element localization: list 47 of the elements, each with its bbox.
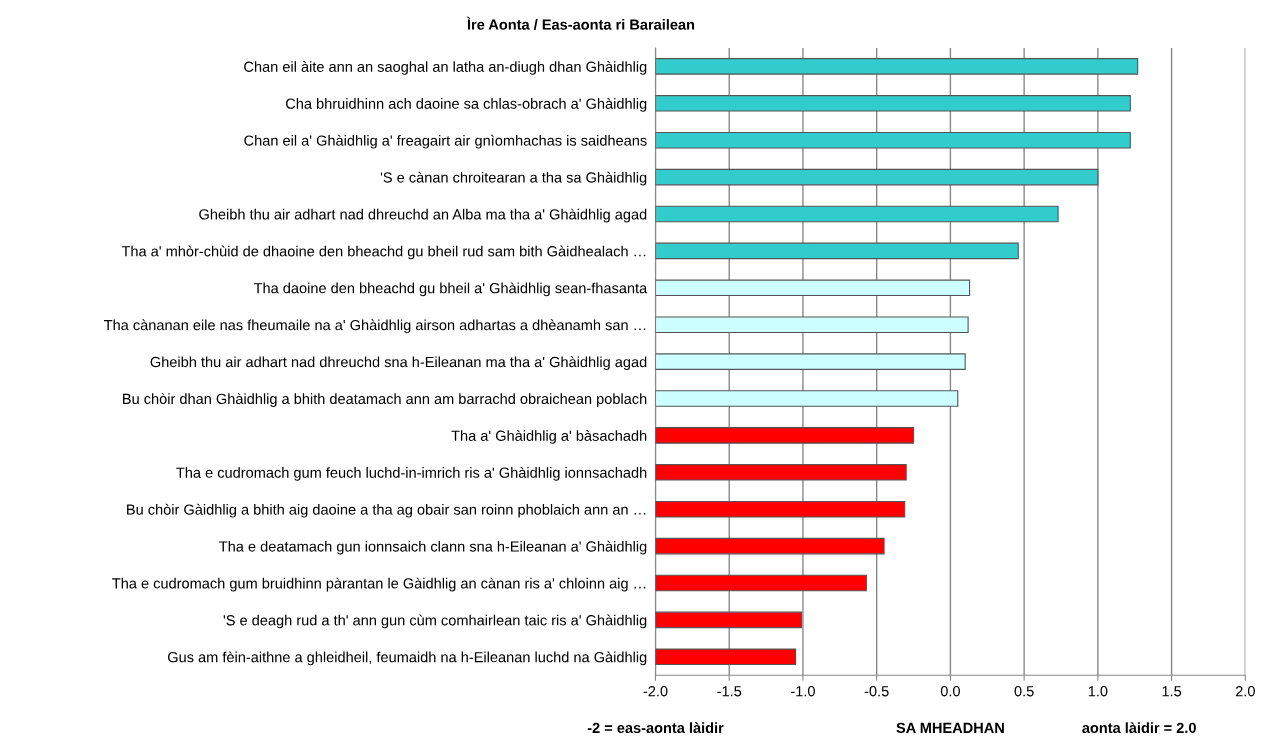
x-tick-label: -1.5 — [717, 686, 742, 697]
y-tick-label: Tha daoine den bheachd gu bheil a' Ghàidhlig sean-fhasanta — [253, 282, 648, 297]
y-tick-label: Tha e cudromach gum feuch luchd-in-imrich ris a' Ghàidhlig ionnsachadh — [176, 466, 647, 481]
y-tick-label: 'S e cànan chroitearan a tha sa Ghàidhlig — [380, 171, 647, 186]
y-tick-label: Gheibh thu air adhart nad dhreuchd an Alba ma tha a' Ghàidhlig agad — [199, 208, 647, 223]
bar — [655, 242, 1019, 260]
bar — [655, 537, 885, 555]
bar — [655, 500, 906, 518]
y-tick-label: Gheibh thu air adhart nad dhreuchd sna h-Eileanan ma tha a' Ghàidhlig agad — [150, 356, 647, 371]
bar — [655, 316, 969, 334]
bar — [655, 390, 959, 407]
y-tick-label: Chan eil a' Ghàidhlig a' freagairt air gnìomhachas is saidheans — [244, 134, 647, 149]
x-tick-label: -2.0 — [643, 686, 668, 697]
bar — [655, 574, 867, 592]
bar — [655, 95, 1131, 112]
y-tick-label: Bu chòir Gàidhlig a bhith aig daoine a tha ag obair san roinn phoblaich ann an … — [127, 503, 646, 518]
bar — [655, 205, 1059, 223]
y-tick-label: Bu chòir dhan Ghàidhlig a bhith deatamach ann am barrachd obraichean poblach — [123, 393, 647, 407]
y-tick-label: Tha e deatamach gun ionnsaich clann sna h-Eileanan a' Ghàidhlig — [219, 540, 647, 555]
y-tick-label: Tha e cudromach gum bruidhinn pàrantan le Gàidhlig an cànan ris a' chloinn aig … — [112, 577, 646, 592]
y-tick-label: Tha a' Ghàidhlig a' bàsachadh — [451, 430, 647, 444]
text: aonta làidir = 2.0 — [1082, 722, 1196, 734]
x-tick-label: 2.0 — [1235, 686, 1255, 697]
text: SA MHEADHAN — [896, 722, 1004, 734]
x-tick-label: 1.5 — [1162, 686, 1182, 697]
bar — [655, 168, 1099, 186]
bar — [655, 648, 797, 666]
x-tick-label: -0.5 — [864, 686, 889, 697]
chart-title: Ìre Aonta / Eas-aonta ri Barailean — [466, 16, 695, 30]
bar — [655, 58, 1139, 75]
y-tick-label: Tha cànanan eile nas fheumaile na a' Ghàidhlig airson adhartas a dhèanamh san … — [104, 319, 646, 334]
bar — [655, 611, 803, 629]
text: -2 = eas-aonta làidir — [587, 722, 724, 734]
bar — [655, 353, 966, 370]
x-tick-label: 0.5 — [1014, 686, 1034, 697]
x-tick-label: 1.0 — [1088, 686, 1108, 697]
y-tick-label: Cha bhruidhinn ach daoine sa chlas-obrach a' Ghàidhlig — [286, 97, 647, 112]
x-tick-label: 0.0 — [940, 686, 960, 697]
bar — [655, 131, 1131, 149]
bar — [655, 464, 907, 481]
x-tick-label: -1.0 — [791, 686, 815, 697]
y-tick-label: Tha a' mhòr-chùid de dhaoine den bheachd gu bheil rud sam bith Gàidhealach … — [121, 245, 646, 260]
y-tick-label: Chan eil àite ann an saoghal an latha an-diugh dhan Ghàidhlig — [244, 61, 647, 75]
bar — [655, 279, 971, 297]
y-tick-label: Gus am fèin-aithne a ghleidheil, feumaidh na h-Eileanan luchd na Gàidhlig — [167, 651, 647, 666]
bar — [655, 427, 915, 444]
y-tick-label: 'S e deagh rud a th' ann gun cùm comhairlean taic ris a' Ghàidhlig — [223, 614, 647, 629]
